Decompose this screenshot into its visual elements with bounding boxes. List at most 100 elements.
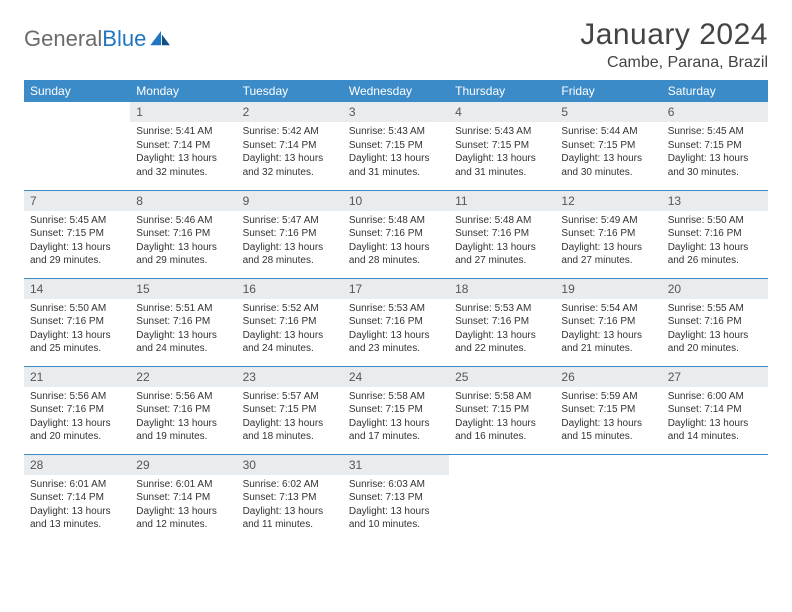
calendar-cell: 17Sunrise: 5:53 AMSunset: 7:16 PMDayligh…: [343, 278, 449, 366]
day-details: Sunrise: 5:51 AMSunset: 7:16 PMDaylight:…: [130, 299, 236, 361]
day-details: Sunrise: 6:01 AMSunset: 7:14 PMDaylight:…: [24, 475, 130, 537]
calendar-week: 28Sunrise: 6:01 AMSunset: 7:14 PMDayligh…: [24, 454, 768, 542]
calendar-cell: [24, 102, 130, 190]
day-details: Sunrise: 5:56 AMSunset: 7:16 PMDaylight:…: [24, 387, 130, 449]
day-details: Sunrise: 5:52 AMSunset: 7:16 PMDaylight:…: [237, 299, 343, 361]
day-details: Sunrise: 5:49 AMSunset: 7:16 PMDaylight:…: [555, 211, 661, 273]
day-details: Sunrise: 5:48 AMSunset: 7:16 PMDaylight:…: [343, 211, 449, 273]
day-number: 20: [662, 279, 768, 299]
calendar-cell: 28Sunrise: 6:01 AMSunset: 7:14 PMDayligh…: [24, 454, 130, 542]
calendar-cell: 6Sunrise: 5:45 AMSunset: 7:15 PMDaylight…: [662, 102, 768, 190]
day-details: Sunrise: 5:45 AMSunset: 7:15 PMDaylight:…: [662, 122, 768, 184]
brand-part1: General: [24, 26, 102, 51]
day-number: 21: [24, 367, 130, 387]
weekday-header: Wednesday: [343, 80, 449, 102]
day-number: 19: [555, 279, 661, 299]
calendar-cell: [662, 454, 768, 542]
day-number: 27: [662, 367, 768, 387]
calendar-cell: 16Sunrise: 5:52 AMSunset: 7:16 PMDayligh…: [237, 278, 343, 366]
day-details: Sunrise: 5:45 AMSunset: 7:15 PMDaylight:…: [24, 211, 130, 273]
calendar-cell: 7Sunrise: 5:45 AMSunset: 7:15 PMDaylight…: [24, 190, 130, 278]
day-details: Sunrise: 5:58 AMSunset: 7:15 PMDaylight:…: [343, 387, 449, 449]
day-number: 14: [24, 279, 130, 299]
calendar-cell: 25Sunrise: 5:58 AMSunset: 7:15 PMDayligh…: [449, 366, 555, 454]
day-number: 10: [343, 191, 449, 211]
day-number: 3: [343, 102, 449, 122]
day-number: 24: [343, 367, 449, 387]
calendar-week: 21Sunrise: 5:56 AMSunset: 7:16 PMDayligh…: [24, 366, 768, 454]
calendar-cell: 29Sunrise: 6:01 AMSunset: 7:14 PMDayligh…: [130, 454, 236, 542]
day-details: Sunrise: 6:02 AMSunset: 7:13 PMDaylight:…: [237, 475, 343, 537]
day-number: 13: [662, 191, 768, 211]
calendar-cell: [449, 454, 555, 542]
day-details: Sunrise: 5:43 AMSunset: 7:15 PMDaylight:…: [343, 122, 449, 184]
day-number: 4: [449, 102, 555, 122]
day-details: Sunrise: 5:56 AMSunset: 7:16 PMDaylight:…: [130, 387, 236, 449]
calendar-cell: 27Sunrise: 6:00 AMSunset: 7:14 PMDayligh…: [662, 366, 768, 454]
day-details: Sunrise: 5:53 AMSunset: 7:16 PMDaylight:…: [449, 299, 555, 361]
page-header: GeneralBlue January 2024 Cambe, Parana, …: [24, 18, 768, 72]
calendar-cell: 5Sunrise: 5:44 AMSunset: 7:15 PMDaylight…: [555, 102, 661, 190]
calendar-body: 1Sunrise: 5:41 AMSunset: 7:14 PMDaylight…: [24, 102, 768, 542]
day-details: Sunrise: 5:53 AMSunset: 7:16 PMDaylight:…: [343, 299, 449, 361]
calendar-cell: 22Sunrise: 5:56 AMSunset: 7:16 PMDayligh…: [130, 366, 236, 454]
calendar-cell: 14Sunrise: 5:50 AMSunset: 7:16 PMDayligh…: [24, 278, 130, 366]
day-number: 9: [237, 191, 343, 211]
day-number: 23: [237, 367, 343, 387]
calendar-cell: 1Sunrise: 5:41 AMSunset: 7:14 PMDaylight…: [130, 102, 236, 190]
calendar-cell: 8Sunrise: 5:46 AMSunset: 7:16 PMDaylight…: [130, 190, 236, 278]
day-number: 26: [555, 367, 661, 387]
day-number: 16: [237, 279, 343, 299]
weekday-header: Tuesday: [237, 80, 343, 102]
day-number: 18: [449, 279, 555, 299]
month-title: January 2024: [580, 18, 768, 52]
calendar-cell: 23Sunrise: 5:57 AMSunset: 7:15 PMDayligh…: [237, 366, 343, 454]
day-details: Sunrise: 6:03 AMSunset: 7:13 PMDaylight:…: [343, 475, 449, 537]
day-details: Sunrise: 5:59 AMSunset: 7:15 PMDaylight:…: [555, 387, 661, 449]
day-details: Sunrise: 5:55 AMSunset: 7:16 PMDaylight:…: [662, 299, 768, 361]
calendar-week: 1Sunrise: 5:41 AMSunset: 7:14 PMDaylight…: [24, 102, 768, 190]
calendar-table: SundayMondayTuesdayWednesdayThursdayFrid…: [24, 80, 768, 542]
calendar-cell: 4Sunrise: 5:43 AMSunset: 7:15 PMDaylight…: [449, 102, 555, 190]
day-number: 17: [343, 279, 449, 299]
day-details: Sunrise: 5:54 AMSunset: 7:16 PMDaylight:…: [555, 299, 661, 361]
day-details: Sunrise: 5:42 AMSunset: 7:14 PMDaylight:…: [237, 122, 343, 184]
brand-logo: GeneralBlue: [24, 26, 172, 52]
day-number: 28: [24, 455, 130, 475]
calendar-cell: 3Sunrise: 5:43 AMSunset: 7:15 PMDaylight…: [343, 102, 449, 190]
weekday-header: Thursday: [449, 80, 555, 102]
calendar-cell: 10Sunrise: 5:48 AMSunset: 7:16 PMDayligh…: [343, 190, 449, 278]
calendar-cell: 21Sunrise: 5:56 AMSunset: 7:16 PMDayligh…: [24, 366, 130, 454]
day-number: 2: [237, 102, 343, 122]
day-number: 15: [130, 279, 236, 299]
day-details: Sunrise: 5:47 AMSunset: 7:16 PMDaylight:…: [237, 211, 343, 273]
calendar-cell: 24Sunrise: 5:58 AMSunset: 7:15 PMDayligh…: [343, 366, 449, 454]
day-number: 29: [130, 455, 236, 475]
calendar-week: 7Sunrise: 5:45 AMSunset: 7:15 PMDaylight…: [24, 190, 768, 278]
day-details: Sunrise: 5:41 AMSunset: 7:14 PMDaylight:…: [130, 122, 236, 184]
day-number: 22: [130, 367, 236, 387]
calendar-cell: 9Sunrise: 5:47 AMSunset: 7:16 PMDaylight…: [237, 190, 343, 278]
calendar-cell: 12Sunrise: 5:49 AMSunset: 7:16 PMDayligh…: [555, 190, 661, 278]
day-number: 5: [555, 102, 661, 122]
day-details: Sunrise: 5:57 AMSunset: 7:15 PMDaylight:…: [237, 387, 343, 449]
sail-icon: [150, 31, 172, 47]
day-number: 30: [237, 455, 343, 475]
brand-name: GeneralBlue: [24, 26, 146, 52]
day-details: Sunrise: 5:48 AMSunset: 7:16 PMDaylight:…: [449, 211, 555, 273]
calendar-cell: 13Sunrise: 5:50 AMSunset: 7:16 PMDayligh…: [662, 190, 768, 278]
day-number: 8: [130, 191, 236, 211]
day-number: 25: [449, 367, 555, 387]
day-details: Sunrise: 5:44 AMSunset: 7:15 PMDaylight:…: [555, 122, 661, 184]
weekday-header: Monday: [130, 80, 236, 102]
day-number: 1: [130, 102, 236, 122]
day-number: 6: [662, 102, 768, 122]
calendar-cell: 2Sunrise: 5:42 AMSunset: 7:14 PMDaylight…: [237, 102, 343, 190]
day-number: 7: [24, 191, 130, 211]
weekday-header-row: SundayMondayTuesdayWednesdayThursdayFrid…: [24, 80, 768, 102]
day-details: Sunrise: 5:50 AMSunset: 7:16 PMDaylight:…: [662, 211, 768, 273]
weekday-header: Saturday: [662, 80, 768, 102]
calendar-cell: 18Sunrise: 5:53 AMSunset: 7:16 PMDayligh…: [449, 278, 555, 366]
calendar-cell: 26Sunrise: 5:59 AMSunset: 7:15 PMDayligh…: [555, 366, 661, 454]
calendar-cell: 31Sunrise: 6:03 AMSunset: 7:13 PMDayligh…: [343, 454, 449, 542]
